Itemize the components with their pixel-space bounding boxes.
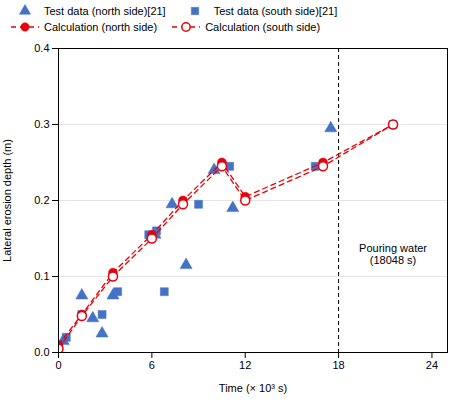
svg-text:0: 0 <box>55 359 61 371</box>
svg-text:0.1: 0.1 <box>34 270 49 282</box>
svg-text:0.4: 0.4 <box>34 42 49 54</box>
svg-text:6: 6 <box>149 359 155 371</box>
svg-text:0.0: 0.0 <box>34 346 49 358</box>
svg-text:0.2: 0.2 <box>34 194 49 206</box>
svg-text:Pouring water(18048 s): Pouring water(18048 s) <box>359 242 427 266</box>
svg-text:12: 12 <box>239 359 251 371</box>
html-text:Test data (south side)[21]: Test data (south side)[21] <box>213 5 338 17</box>
svg-text:Lateral erosion depth (m): Lateral erosion depth (m) <box>1 139 13 262</box>
svg-text:Time (× 10³ s): Time (× 10³ s) <box>219 382 287 394</box>
html-text:Calculation (south side): Calculation (south side) <box>205 21 321 33</box>
svg-text:18: 18 <box>332 359 344 371</box>
svg-text:24: 24 <box>426 359 438 371</box>
html-text:Calculation (north side): Calculation (north side) <box>44 21 158 33</box>
html-text:Test data (north side)[21]: Test data (north side)[21] <box>44 5 166 17</box>
svg-text:0.3: 0.3 <box>34 118 49 130</box>
